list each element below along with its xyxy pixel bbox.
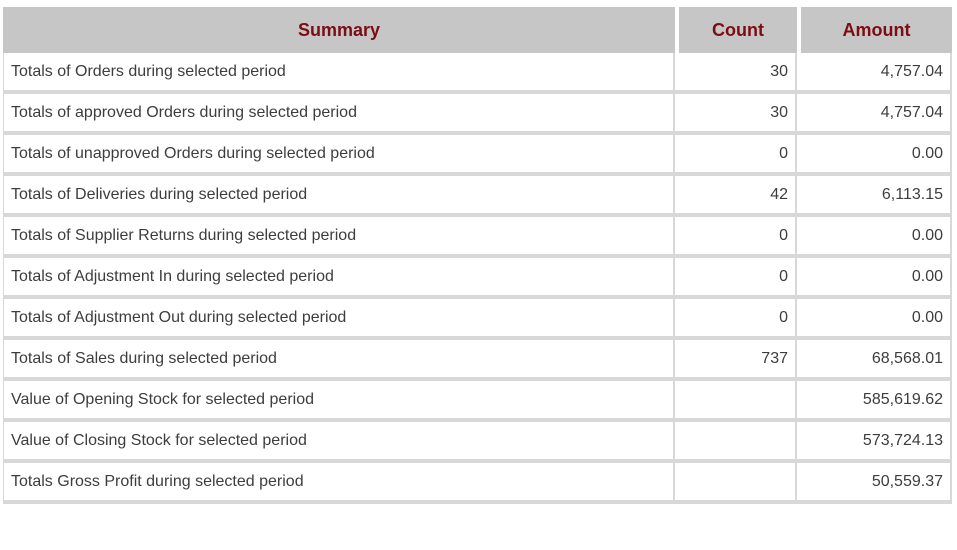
summary-cell: Totals of Supplier Returns during select… — [3, 217, 675, 258]
count-cell: 30 — [675, 53, 797, 94]
amount-cell: 50,559.37 — [797, 463, 952, 504]
summary-cell: Totals of Adjustment Out during selected… — [3, 299, 675, 340]
summary-cell: Totals of unapproved Orders during selec… — [3, 135, 675, 176]
summary-cell: Value of Closing Stock for selected peri… — [3, 422, 675, 463]
amount-cell: 4,757.04 — [797, 53, 952, 94]
table-row: Totals of unapproved Orders during selec… — [3, 135, 952, 176]
column-header-amount: Amount — [797, 7, 952, 53]
summary-cell: Totals of Orders during selected period — [3, 53, 675, 94]
table-row: Totals of Adjustment Out during selected… — [3, 299, 952, 340]
count-cell: 0 — [675, 135, 797, 176]
summary-cell: Totals of Deliveries during selected per… — [3, 176, 675, 217]
amount-cell: 0.00 — [797, 135, 952, 176]
table-row: Totals of approved Orders during selecte… — [3, 94, 952, 135]
summary-cell: Totals of approved Orders during selecte… — [3, 94, 675, 135]
table-row: Totals of Adjustment In during selected … — [3, 258, 952, 299]
summary-cell: Totals of Adjustment In during selected … — [3, 258, 675, 299]
column-header-count: Count — [675, 7, 797, 53]
amount-cell: 585,619.62 — [797, 381, 952, 422]
amount-cell: 4,757.04 — [797, 94, 952, 135]
summary-cell: Totals of Sales during selected period — [3, 340, 675, 381]
summary-report-table: Summary Count Amount Totals of Orders du… — [3, 7, 952, 504]
amount-cell: 0.00 — [797, 217, 952, 258]
count-cell: 42 — [675, 176, 797, 217]
amount-cell: 0.00 — [797, 299, 952, 340]
table-row: Totals of Supplier Returns during select… — [3, 217, 952, 258]
amount-cell: 0.00 — [797, 258, 952, 299]
summary-cell: Value of Opening Stock for selected peri… — [3, 381, 675, 422]
table-row: Totals Gross Profit during selected peri… — [3, 463, 952, 504]
header-row: Summary Count Amount — [3, 7, 952, 53]
column-header-summary: Summary — [3, 7, 675, 53]
summary-report: Summary Count Amount Totals of Orders du… — [3, 7, 952, 504]
table-row: Value of Closing Stock for selected peri… — [3, 422, 952, 463]
count-cell: 0 — [675, 258, 797, 299]
amount-cell: 68,568.01 — [797, 340, 952, 381]
count-cell: 737 — [675, 340, 797, 381]
count-cell — [675, 381, 797, 422]
count-cell: 30 — [675, 94, 797, 135]
count-cell — [675, 463, 797, 504]
amount-cell: 573,724.13 — [797, 422, 952, 463]
count-cell — [675, 422, 797, 463]
count-cell: 0 — [675, 217, 797, 258]
table-row: Totals of Sales during selected period 7… — [3, 340, 952, 381]
table-row: Totals of Deliveries during selected per… — [3, 176, 952, 217]
table-row: Totals of Orders during selected period … — [3, 53, 952, 94]
table-header: Summary Count Amount — [3, 7, 952, 53]
summary-table-body: Totals of Orders during selected period … — [3, 53, 952, 504]
summary-cell: Totals Gross Profit during selected peri… — [3, 463, 675, 504]
table-row: Value of Opening Stock for selected peri… — [3, 381, 952, 422]
amount-cell: 6,113.15 — [797, 176, 952, 217]
count-cell: 0 — [675, 299, 797, 340]
